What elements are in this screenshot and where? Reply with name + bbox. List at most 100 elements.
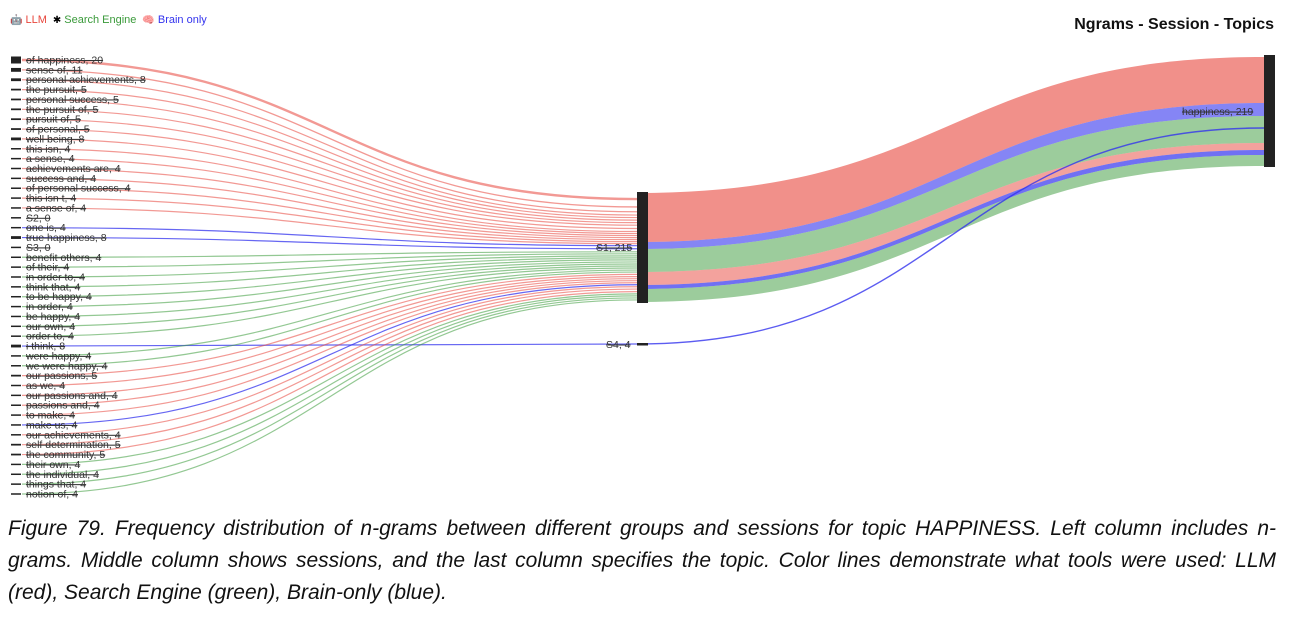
ngram-link — [21, 271, 638, 367]
ngram-label: order to, 4 — [26, 331, 74, 343]
ngram-link — [21, 295, 638, 475]
ngram-label: a sense of, 4 — [26, 202, 86, 214]
links-layer — [21, 57, 1265, 495]
brain-icon: 🧠 — [142, 14, 155, 26]
ngram-node — [11, 236, 21, 239]
ngram-label: personal achievements, 8 — [26, 74, 146, 86]
ngram-link — [21, 158, 638, 235]
session-node — [637, 192, 648, 303]
ngram-node — [11, 286, 21, 288]
ngram-node — [11, 108, 21, 111]
ngram-node — [11, 276, 21, 278]
ngram-label: true happiness, 8 — [26, 232, 107, 244]
ngram-link — [21, 118, 638, 224]
ngram-label: S3, 0 — [26, 242, 51, 254]
ngram-label: S2, 0 — [26, 212, 51, 224]
ngram-link — [21, 282, 638, 416]
ngram-link — [21, 207, 638, 245]
ngram-label: this isn, 4 — [26, 143, 71, 155]
ngram-node — [11, 78, 21, 82]
ngram-link — [21, 79, 638, 213]
ngram-label: achievements are, 4 — [26, 163, 121, 175]
ngram-label: the pursuit of, 5 — [26, 104, 99, 116]
ngram-node — [11, 374, 21, 377]
ngram-link — [21, 269, 638, 357]
ngram-label: the individual, 4 — [26, 469, 99, 481]
ngram-node — [11, 424, 21, 426]
ngram-label: in order, 4 — [26, 301, 73, 313]
ngram-link — [21, 267, 638, 337]
ngram-node — [11, 67, 21, 72]
ngram-link — [21, 263, 638, 318]
ngram-label: be happy, 4 — [26, 311, 80, 323]
ngram-node — [11, 118, 21, 121]
ngram-label: pursuit of, 5 — [26, 114, 81, 126]
legend-label: Search Engine — [64, 14, 137, 26]
ngram-node — [11, 325, 21, 328]
ngram-label: of personal, 5 — [26, 124, 90, 136]
ngram-node — [11, 88, 21, 91]
ngram-label: we were happy, 4 — [25, 360, 108, 372]
ngram-label: of their, 4 — [26, 262, 69, 274]
ngram-link — [21, 128, 638, 226]
ngram-node — [11, 56, 21, 64]
ngram-link — [21, 343, 638, 347]
ngram-label: our passions and, 4 — [26, 390, 118, 402]
session-label: S1, 215 — [596, 242, 632, 254]
ngram-label: things that, 4 — [26, 479, 86, 491]
ngram-link — [21, 261, 638, 308]
ngram-node — [11, 157, 21, 160]
ngram-link — [21, 227, 638, 247]
topic-label: happiness, 219 — [1182, 106, 1253, 118]
ngram-label: in order to, 4 — [26, 272, 85, 284]
ngram-link — [21, 290, 638, 456]
ngram-node — [11, 443, 21, 446]
ngram-label: i think, 8 — [26, 341, 65, 353]
ngram-link — [21, 177, 638, 239]
ngram-link — [21, 257, 638, 288]
ngram-node — [11, 217, 21, 219]
ngram-node — [11, 384, 21, 387]
ngram-label: the community, 5 — [26, 449, 105, 461]
ngram-node — [11, 137, 21, 141]
ngram-node — [11, 98, 21, 101]
legend: 🤖 LLM ✱ Search Engine 🧠 Brain only — [10, 14, 207, 26]
ngram-node — [11, 483, 21, 485]
ngram-label: think that, 4 — [26, 281, 80, 293]
session-topic-link — [637, 150, 1264, 289]
ngram-node — [11, 344, 21, 348]
figure-caption: Figure 79. Frequency distribution of n-g… — [8, 517, 1276, 604]
ngram-link — [21, 58, 638, 201]
ngram-label: one is, 4 — [26, 222, 66, 234]
ngram-label: self determination, 5 — [26, 439, 121, 451]
ngram-link — [21, 148, 638, 233]
session-label: S4, 4 — [606, 339, 631, 351]
ngram-node — [11, 266, 21, 268]
ngram-label: passions and, 4 — [26, 400, 100, 412]
ngram-node — [11, 473, 21, 476]
ngram-node — [11, 197, 21, 199]
ngram-label: the pursuit, 5 — [26, 84, 87, 96]
session-topic-link — [637, 57, 1264, 242]
legend-item: ✱ Search Engine — [53, 14, 137, 26]
ngram-link — [21, 299, 638, 495]
legend-item: 🧠 Brain only — [142, 14, 206, 26]
ngram-link — [21, 288, 638, 446]
chart-title: Ngrams - Session - Topics — [1074, 16, 1274, 33]
ngram-label: to be happy, 4 — [26, 291, 92, 303]
ngram-label: sense of, 11 — [26, 64, 83, 76]
ngram-label: our achievements, 4 — [26, 429, 121, 441]
ngram-label: as we, 4 — [26, 380, 65, 392]
ngram-link — [21, 297, 638, 485]
ngram-link — [21, 276, 638, 387]
ngram-label: benefit others, 4 — [26, 252, 101, 264]
ngram-label: our own, 4 — [26, 321, 75, 333]
ngram-node — [11, 207, 21, 209]
ngram-node — [11, 315, 21, 318]
ngram-node — [11, 355, 21, 357]
ngram-label: notion of, 4 — [26, 489, 78, 501]
ngram-link — [21, 259, 638, 298]
ngram-node — [11, 463, 21, 466]
